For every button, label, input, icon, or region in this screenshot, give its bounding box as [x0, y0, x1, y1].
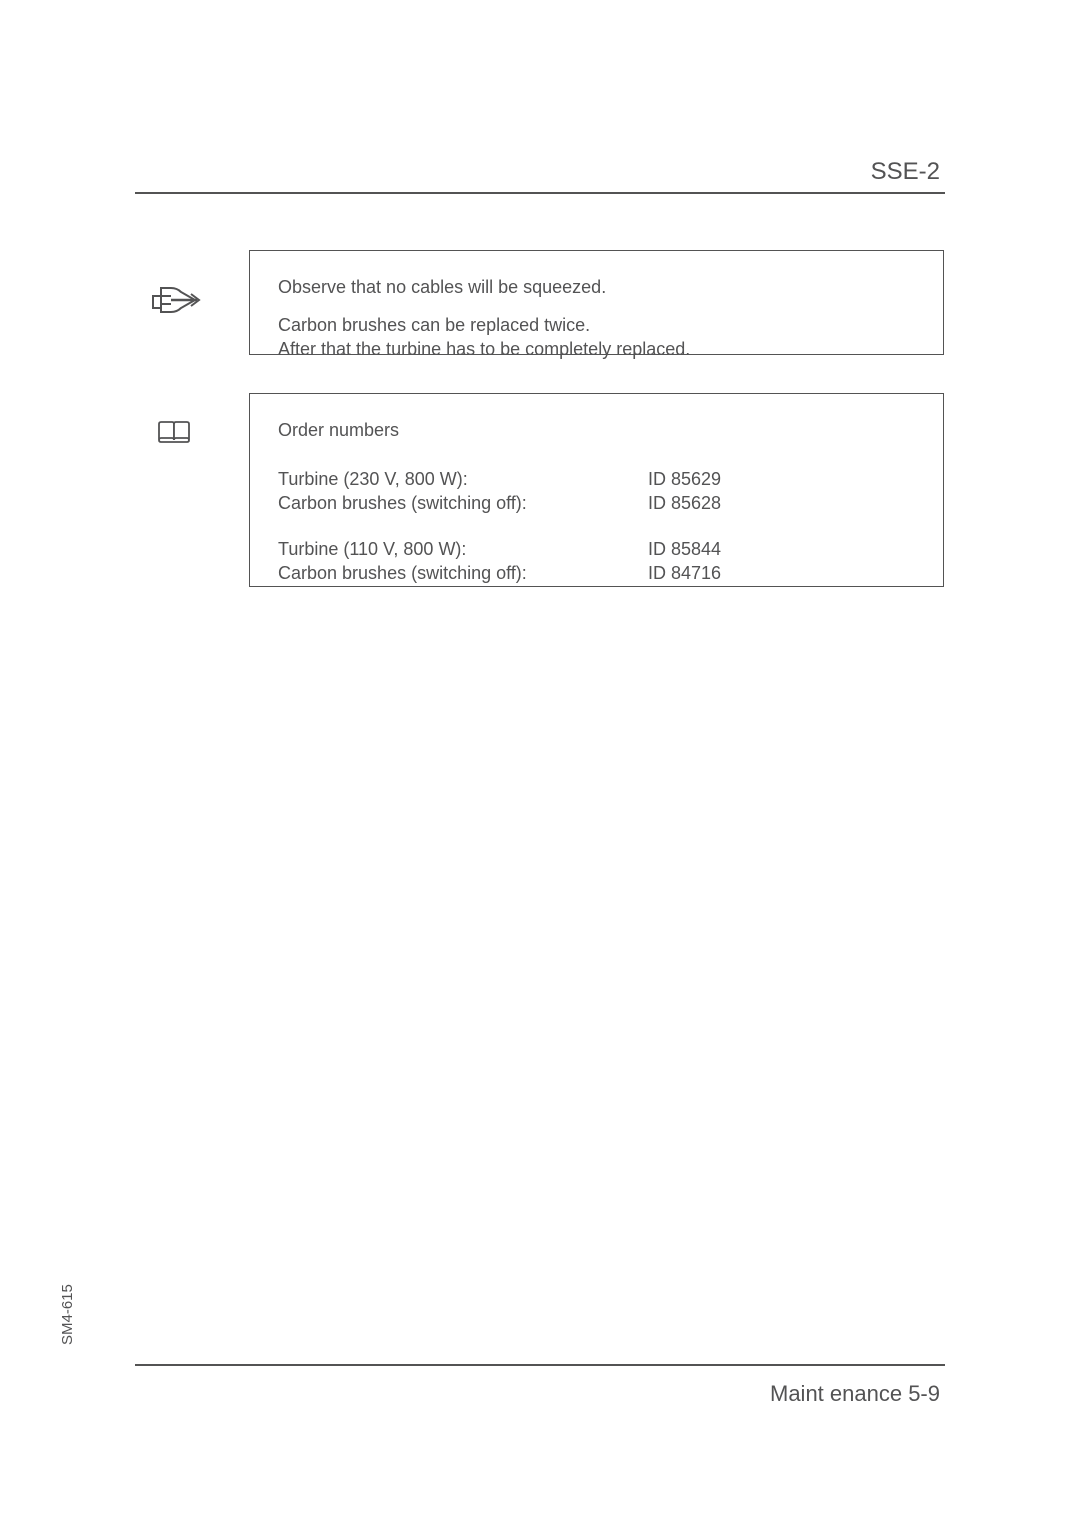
- header-underline: [135, 192, 945, 194]
- order-numbers-box: Order numbers Turbine (230 V, 800 W): ID…: [249, 393, 944, 587]
- note-line-2: Carbon brushes can be replaced twice.: [278, 313, 915, 337]
- pointing-hand-icon: [147, 282, 203, 318]
- order-id: ID 85844: [648, 537, 915, 561]
- note-line-1: Observe that no cables will be squeezed.: [278, 275, 915, 299]
- order-numbers-title: Order numbers: [278, 420, 915, 441]
- order-id: ID 84716: [648, 561, 915, 585]
- order-id: ID 85629: [648, 467, 915, 491]
- order-row: Carbon brushes (switching off): ID 84716: [278, 561, 915, 585]
- note-line-3: After that the turbine has to be complet…: [278, 337, 915, 361]
- book-icon: [157, 420, 191, 444]
- header-title: SSE-2: [135, 158, 945, 186]
- note-box: Observe that no cables will be squeezed.…: [249, 250, 944, 355]
- order-id: ID 85628: [648, 491, 915, 515]
- footer-text: Maint enance 5-9: [770, 1381, 940, 1407]
- page-header: SSE-2: [135, 158, 945, 194]
- order-label: Carbon brushes (switching off):: [278, 561, 648, 585]
- order-row: Carbon brushes (switching off): ID 85628: [278, 491, 915, 515]
- order-row: Turbine (110 V, 800 W): ID 85844: [278, 537, 915, 561]
- order-label: Turbine (110 V, 800 W):: [278, 537, 648, 561]
- footer-line: [135, 1364, 945, 1366]
- order-label: Carbon brushes (switching off):: [278, 491, 648, 515]
- order-label: Turbine (230 V, 800 W):: [278, 467, 648, 491]
- page-content: SSE-2 Observe that no cables will be squ…: [135, 0, 945, 1525]
- side-label: SM4-615: [59, 1284, 76, 1345]
- order-row: Turbine (230 V, 800 W): ID 85629: [278, 467, 915, 491]
